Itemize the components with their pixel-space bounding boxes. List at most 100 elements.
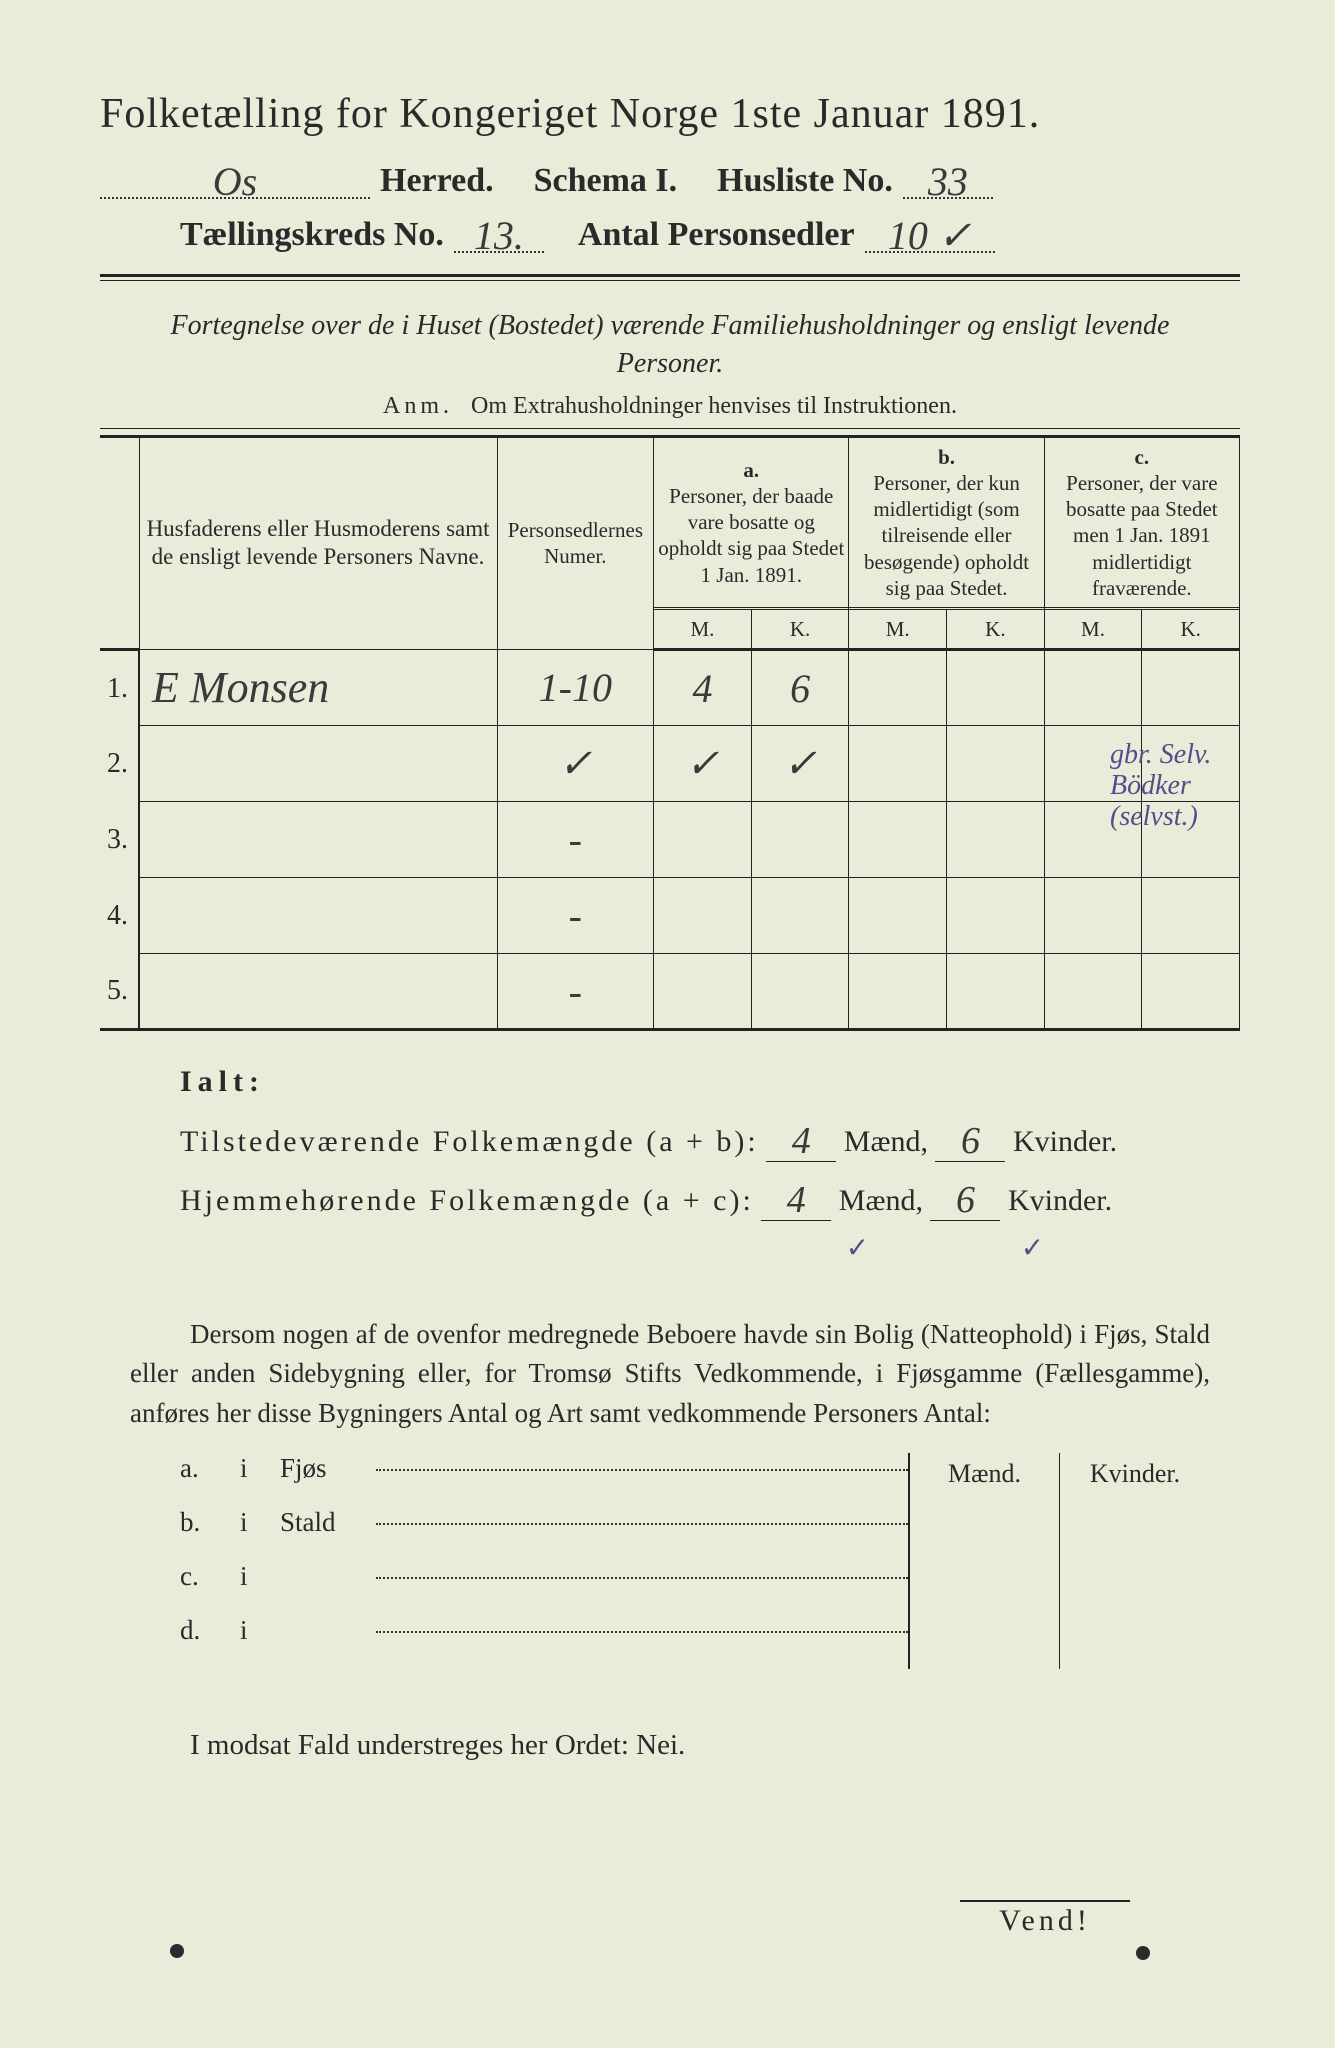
side-building-block: a.iFjøsb.iStaldc.id.i Mænd. Kvinder. [180,1453,1210,1669]
ialt-row2-label: Hjemmehørende Folkemængde (a + c): [180,1184,754,1217]
anm-text: Om Extrahusholdninger henvises til Instr… [471,393,957,419]
ialt-label: Ialt: [180,1065,1240,1099]
name-cell [139,878,497,954]
herred-value: Os [213,159,257,204]
col-blank [100,436,139,650]
ialt-row2-m-unit: Mænd, [839,1184,923,1217]
ialt-row1-k-unit: Kvinder. [1013,1125,1117,1158]
name-cell [139,954,497,1030]
side-dots [376,1469,908,1471]
side-a-label: c. [180,1561,240,1592]
grp-b-text: Personer, der kun midlertidigt (som tilr… [853,470,1039,601]
household-table: Husfaderens eller Husmoderens samt de en… [100,435,1240,1032]
modsat-line: I modsat Fald understreges her Ordet: Ne… [190,1729,1210,1762]
col-names-header: Husfaderens eller Husmoderens samt de en… [139,436,497,650]
a-k-cell: 6 [751,650,849,726]
col-names-text: Husfaderens eller Husmoderens samt de en… [147,516,490,570]
husliste-field: 33 [903,160,993,199]
b-m-header: M. [849,610,947,650]
row-number: 5. [100,954,139,1030]
c-m-cell [1044,878,1142,954]
table-row: 4. - [100,878,1240,954]
side-dots [376,1631,908,1633]
side-row: d.i [180,1615,908,1669]
side-i-label: i [240,1561,280,1592]
a-m-cell [654,878,752,954]
b-k-cell [947,802,1045,878]
side-right: Mænd. Kvinder. [908,1453,1210,1669]
ialt-row2-m-field: 4 [761,1176,831,1221]
anm-line: Anm. Om Extrahusholdninger henvises til … [100,393,1240,420]
ialt-checks: ✓ ✓ [180,1231,1240,1265]
margin-note: gbr. Selv. Bödker (selvst.) [1110,740,1260,832]
c-m-cell [1044,650,1142,726]
ialt-row-1: Tilstedeværende Folkemængde (a + b): 4 M… [180,1117,1240,1162]
side-row: a.iFjøs [180,1453,908,1507]
a-k-cell [751,954,849,1030]
antal-value: 10 ✓ [888,213,972,258]
side-col-maend: Mænd. [910,1453,1060,1669]
side-dots [376,1523,908,1525]
grp-a-label: a. [658,457,844,483]
side-text: Stald [280,1507,370,1538]
name-cell [139,726,497,802]
ialt-row1-label: Tilstedeværende Folkemængde (a + b): [180,1125,759,1158]
table-row: 3.- [100,802,1240,878]
side-row: c.i [180,1561,908,1615]
anm-label: Anm. [383,393,453,419]
punch-hole-right [1136,1946,1150,1960]
ialt-row-2: Hjemmehørende Folkemængde (a + c): 4 Mæn… [180,1176,1240,1221]
table-row: 1.E Monsen1-1046 [100,650,1240,726]
antal-label: Antal Personsedler [578,216,855,254]
row-number: 2. [100,726,139,802]
c-m-cell [1044,954,1142,1030]
ialt-row2-k-unit: Kvinder. [1008,1184,1112,1217]
ialt-row2-k: 6 [956,1179,975,1221]
a-m-cell [654,954,752,1030]
husliste-label: Husliste No. [717,162,893,200]
side-left: a.iFjøsb.iStaldc.id.i [180,1453,908,1669]
a-m-cell [654,802,752,878]
side-a-label: a. [180,1453,240,1484]
herred-label: Herred. [380,162,494,200]
num-cell: - [497,954,654,1030]
divider-thin-1 [100,428,1240,429]
a-m-header: M. [654,610,752,650]
ialt-row1-m-unit: Mænd, [844,1125,928,1158]
c-k-cell [1142,650,1240,726]
grp-c-header: c. Personer, der vare bosatte paa Stedet… [1044,436,1239,608]
c-m-header: M. [1044,610,1142,650]
paragraph: Dersom nogen af de ovenfor medregnede Be… [130,1315,1210,1432]
antal-field: 10 ✓ [865,214,995,253]
kreds-value: 13. [474,213,524,258]
herred-field: Os [100,160,370,199]
ialt-row2-m: 4 [787,1179,806,1221]
b-m-cell [849,650,947,726]
schema-label: Schema I. [534,162,678,200]
row-number: 1. [100,650,139,726]
ialt-block: Ialt: Tilstedeværende Folkemængde (a + b… [180,1065,1240,1265]
ialt-row1-k: 6 [961,1120,980,1162]
ialt-row1-k-field: 6 [935,1117,1005,1162]
punch-hole-left [170,1944,184,1958]
grp-a-header: a. Personer, der baade vare bosatte og o… [654,436,849,608]
side-i-label: i [240,1507,280,1538]
header-line-3: Tællingskreds No. 13. Antal Personsedler… [100,214,1240,254]
c-k-cell [1142,878,1240,954]
b-m-cell [849,954,947,1030]
kreds-field: 13. [454,214,544,253]
b-k-cell [947,954,1045,1030]
a-m-cell: 4 [654,650,752,726]
a-k-cell [751,878,849,954]
name-cell [139,802,497,878]
a-k-cell: ✓ [751,726,849,802]
row-number: 4. [100,878,139,954]
side-row: b.iStald [180,1507,908,1561]
a-k-cell [751,802,849,878]
num-cell: - [497,802,654,878]
page-title: Folketælling for Kongeriget Norge 1ste J… [100,90,1240,138]
ialt-check-k: ✓ [998,1231,1068,1265]
b-m-cell [849,726,947,802]
num-cell: - [497,878,654,954]
ialt-row2-k-field: 6 [930,1176,1000,1221]
